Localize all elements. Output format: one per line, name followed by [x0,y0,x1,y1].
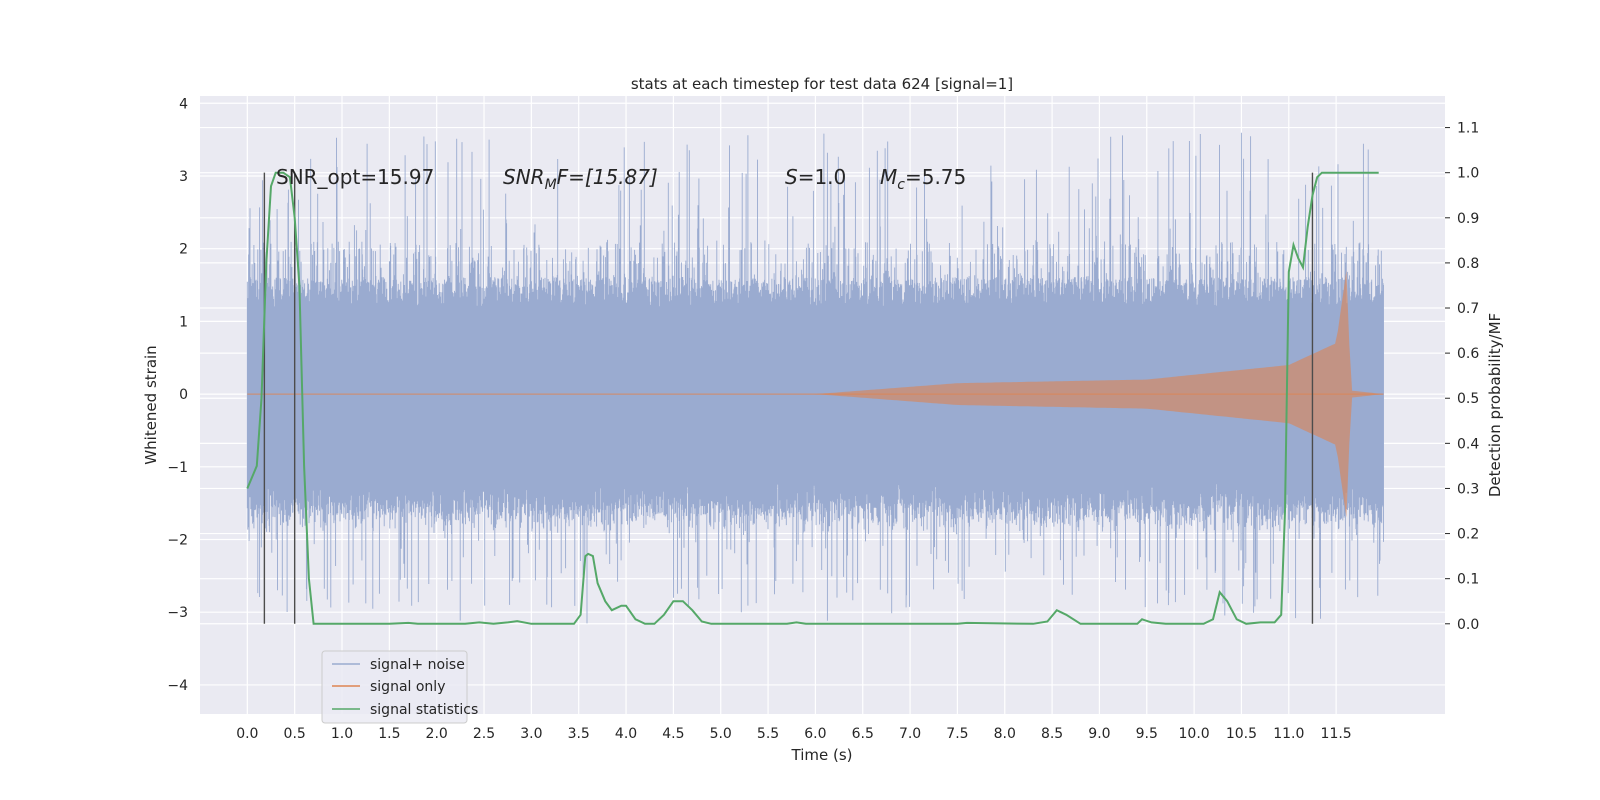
left-y-tick-label: 4 [179,96,188,112]
x-tick-label: 10.0 [1179,726,1210,742]
x-tick-label: 9.5 [1136,726,1158,742]
x-tick-label: 6.5 [852,726,874,742]
right-y-tick-label: 0.9 [1457,211,1479,227]
series-signal-only [247,270,1384,518]
legend-box [321,650,468,724]
x-tick-label: 10.5 [1226,726,1257,742]
right-y-tick-label: 0.1 [1457,572,1479,588]
left-y-tick-label: 3 [179,169,188,185]
right-y-tick-label: 0.4 [1457,436,1479,452]
left-y-axis-ticks: 4 3 2 1 0 −1 −2 −3 −4 [167,96,188,694]
right-y-axis-ticks: 1.1 1.0 0.9 0.8 0.7 0.6 0.5 0.4 0.3 0.2 0.1 0.0 [1445,121,1479,633]
x-tick-label: 3.0 [520,726,542,742]
right-y-tick-label: 0.5 [1457,391,1479,407]
x-tick-label: 11.0 [1273,726,1304,742]
annotation-s: S=1.0 [785,165,846,189]
x-tick-label: 4.5 [662,726,684,742]
left-y-tick-label: −4 [167,678,188,694]
left-y-tick-label: 0 [179,387,188,403]
x-tick-label: 8.5 [1041,726,1063,742]
x-tick-label: 9.0 [1088,726,1110,742]
series-signal-statistics [246,171,1379,625]
right-y-tick-label: 0.2 [1457,527,1479,543]
right-y-tick-label: 0.3 [1457,481,1479,497]
legend-label-signal-plus-noise: signal+ noise [370,657,465,673]
legend-label-signal-only: signal only [370,679,445,695]
left-y-tick-label: 2 [179,242,188,258]
annotation-mc: Mc=5.75 [880,165,966,193]
x-tick-label: 7.0 [899,726,921,742]
x-tick-label: 3.5 [568,726,590,742]
right-y-tick-label: 1.0 [1457,166,1479,182]
x-tick-label: 2.5 [473,726,495,742]
vertical-markers [263,172,1314,624]
legend-label-signal-statistics: signal statistics [370,702,478,718]
x-tick-label: 7.5 [946,726,968,742]
x-tick-label: 8.0 [994,726,1016,742]
left-y-tick-label: −2 [167,533,188,549]
legend: signal+ noise signal only signal statist… [321,650,478,724]
left-y-tick-label: −1 [167,460,188,476]
x-axis-ticks: 0.0 0.5 1.0 1.5 2.0 2.5 3.0 3.5 4.0 4.5 5.0 5.5 6.0 6… [236,726,1352,742]
right-y-tick-label: 0.8 [1457,256,1479,272]
right-y-tick-label: 0.0 [1457,617,1479,633]
annotation-snr-mf: SNRMF=[15.87] [503,165,658,193]
stat-line [246,171,1379,625]
right-y-axis-label: Detection probability/MF [1486,313,1504,497]
right-y-tick-label: 0.7 [1457,301,1479,317]
x-tick-label: 1.5 [378,726,400,742]
left-y-tick-label: −3 [167,605,188,621]
left-y-tick-label: 1 [179,314,188,330]
x-tick-label: 1.0 [331,726,353,742]
annotation-snr-opt: SNR_opt=15.97 [276,165,434,189]
right-y-tick-label: 0.6 [1457,346,1479,362]
x-tick-label: 11.5 [1321,726,1352,742]
left-y-axis-label: Whitened strain [142,345,160,464]
x-tick-label: 6.0 [804,726,826,742]
x-tick-label: 0.5 [284,726,306,742]
x-tick-label: 5.5 [757,726,779,742]
x-tick-label: 5.0 [710,726,732,742]
x-tick-label: 4.0 [615,726,637,742]
x-tick-label: 2.0 [426,726,448,742]
x-tick-label: 0.0 [236,726,258,742]
chart-title: stats at each timestep for test data 624… [631,75,1013,93]
x-axis-label: Time (s) [791,746,853,764]
right-y-tick-label: 1.1 [1457,121,1479,137]
